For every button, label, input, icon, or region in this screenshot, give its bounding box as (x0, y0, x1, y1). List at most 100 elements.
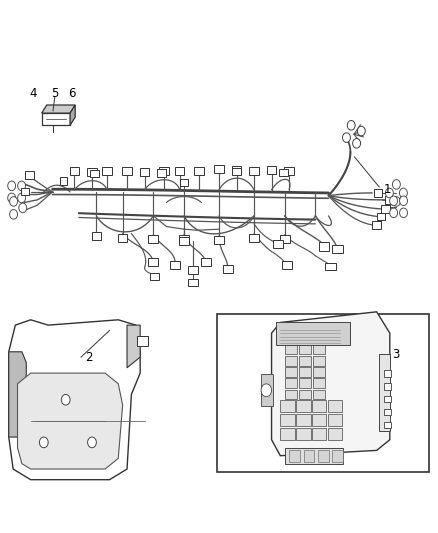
Circle shape (8, 181, 16, 191)
Circle shape (357, 126, 365, 136)
Circle shape (18, 181, 25, 191)
Bar (372, 221, 381, 229)
Bar (325, 263, 336, 271)
Circle shape (39, 437, 48, 448)
Bar (148, 235, 158, 243)
Bar (180, 179, 188, 186)
Bar (313, 378, 325, 388)
Polygon shape (42, 105, 75, 113)
Bar (289, 450, 300, 462)
Bar (332, 450, 343, 462)
Circle shape (385, 188, 393, 198)
Bar (179, 237, 189, 245)
Bar (21, 188, 29, 195)
Bar (70, 166, 79, 174)
Bar (385, 196, 394, 204)
Bar (90, 170, 99, 177)
Bar (299, 345, 311, 354)
Circle shape (399, 208, 407, 217)
Bar (384, 396, 391, 402)
Circle shape (61, 394, 70, 405)
Text: 3: 3 (392, 348, 399, 361)
Bar (280, 400, 295, 411)
Bar (140, 167, 149, 175)
Bar (296, 400, 311, 411)
Bar (381, 205, 390, 213)
Bar (118, 233, 127, 241)
Bar (217, 314, 429, 472)
Bar (312, 414, 326, 426)
Bar (285, 378, 297, 388)
Bar (175, 166, 184, 174)
Circle shape (392, 180, 400, 189)
Bar (384, 422, 391, 428)
Circle shape (347, 120, 355, 130)
Bar (299, 367, 311, 377)
Bar (384, 383, 391, 390)
Bar (282, 262, 292, 270)
Bar (377, 213, 385, 220)
Bar (60, 177, 67, 185)
Bar (150, 273, 159, 280)
Bar (280, 414, 295, 426)
Bar (194, 166, 204, 174)
Circle shape (10, 209, 18, 219)
Bar (299, 390, 311, 399)
Bar (304, 450, 314, 462)
Bar (137, 336, 148, 346)
Bar (157, 169, 166, 177)
Bar (299, 334, 311, 343)
Bar (232, 168, 241, 175)
Polygon shape (127, 325, 140, 368)
Bar (296, 414, 311, 426)
Bar (280, 428, 295, 440)
Bar (92, 232, 101, 240)
Bar (285, 345, 297, 354)
Bar (285, 367, 297, 377)
Bar (267, 166, 276, 174)
Text: 5: 5 (51, 87, 58, 100)
Bar (159, 166, 169, 174)
Bar (285, 448, 343, 464)
Circle shape (343, 133, 350, 142)
Polygon shape (9, 320, 140, 480)
Bar (179, 235, 189, 243)
Bar (276, 322, 350, 345)
Bar (280, 235, 290, 243)
Polygon shape (42, 113, 70, 125)
Bar (201, 258, 211, 266)
Circle shape (10, 197, 18, 206)
Circle shape (392, 197, 400, 206)
Circle shape (261, 384, 272, 397)
Polygon shape (70, 105, 75, 125)
Bar (249, 166, 259, 174)
Circle shape (8, 193, 16, 203)
Bar (249, 233, 259, 241)
Bar (313, 334, 325, 343)
Text: 2: 2 (85, 351, 93, 364)
Circle shape (19, 203, 27, 213)
Bar (170, 261, 180, 269)
Bar (102, 166, 112, 174)
Bar (261, 374, 273, 406)
Text: 1: 1 (383, 183, 391, 196)
Bar (332, 245, 343, 253)
Polygon shape (9, 352, 26, 437)
Bar (384, 409, 391, 415)
Text: 4: 4 (29, 87, 37, 100)
Bar (328, 428, 342, 440)
Bar (313, 367, 325, 377)
Bar (318, 450, 329, 462)
Bar (374, 189, 382, 197)
Bar (299, 356, 311, 366)
Text: 6: 6 (68, 87, 76, 100)
Circle shape (399, 196, 407, 206)
Bar (25, 171, 34, 179)
Bar (273, 240, 283, 248)
Bar (188, 279, 198, 286)
Bar (296, 428, 311, 440)
Circle shape (390, 208, 398, 217)
Bar (328, 400, 342, 411)
Bar (313, 345, 325, 354)
Bar (122, 166, 132, 174)
